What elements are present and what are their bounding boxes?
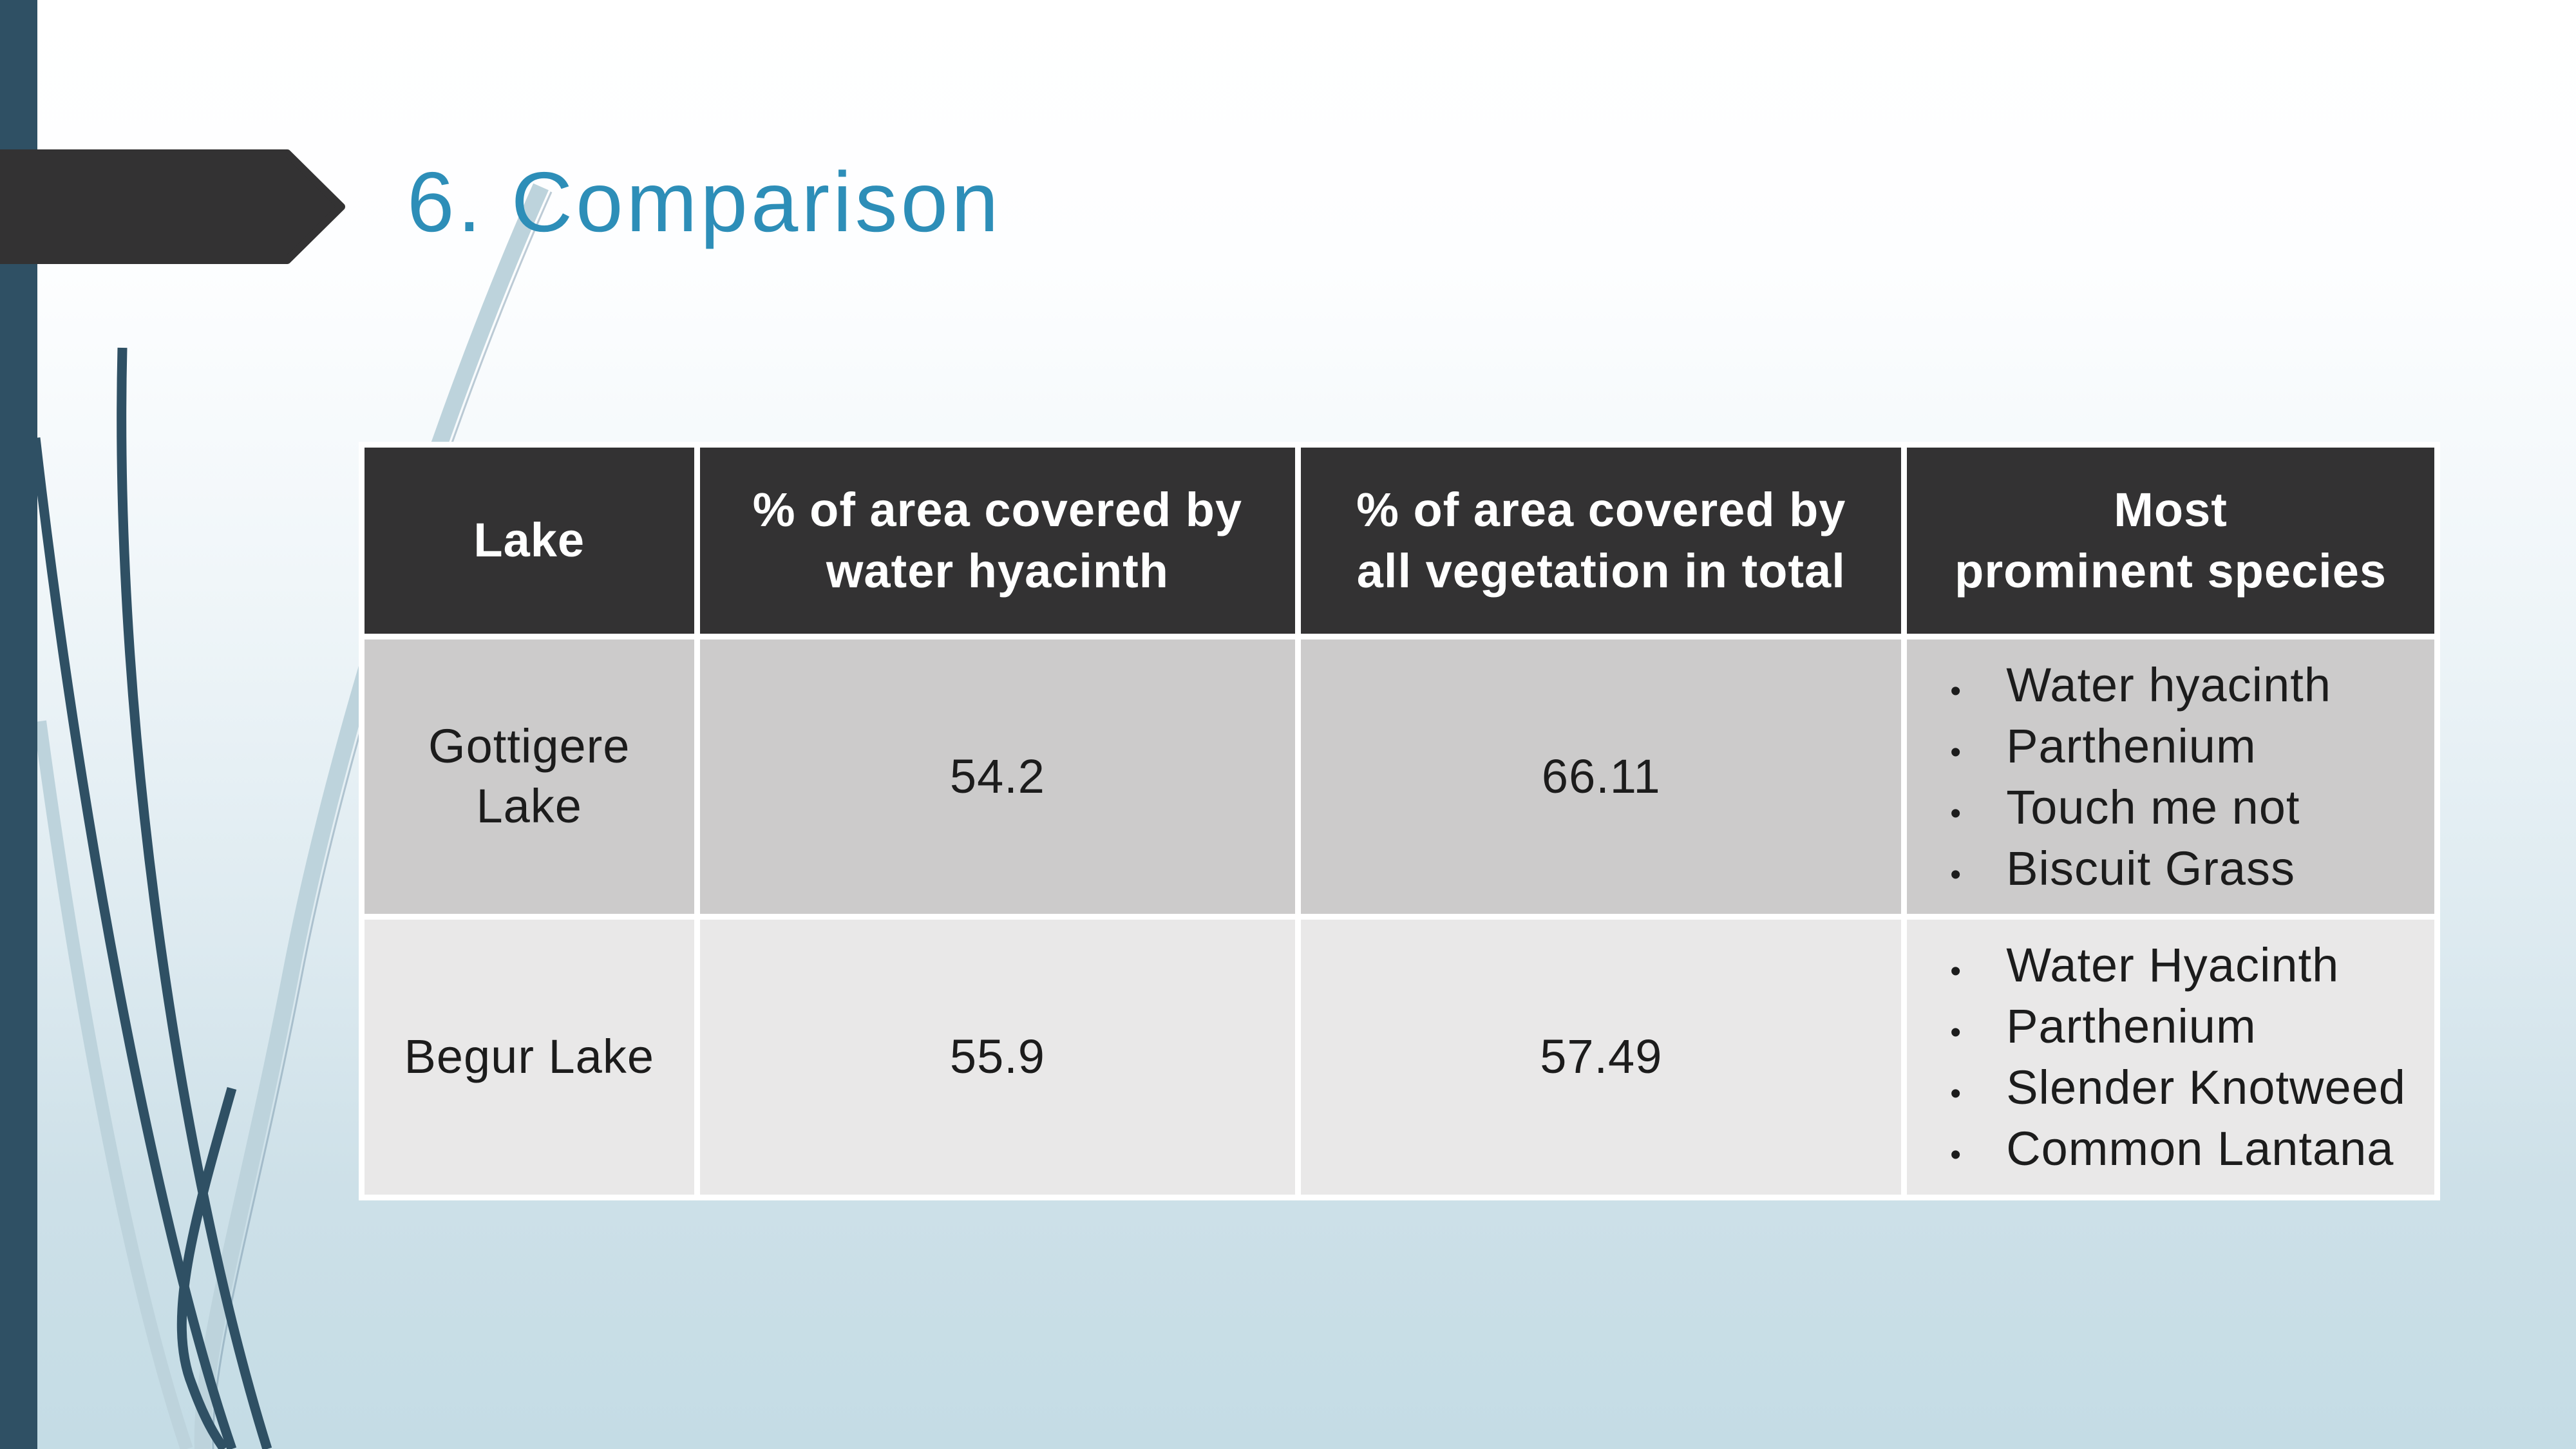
cell-vegetation-pct: 66.11 — [1301, 639, 1902, 914]
list-item: • Water Hyacinth — [1939, 934, 2339, 996]
species-label: Common Lantana — [2006, 1122, 2394, 1176]
species-label: Parthenium — [2006, 719, 2257, 773]
bullet-icon: • — [1950, 857, 1962, 892]
list-item: • Common Lantana — [1939, 1118, 2394, 1179]
species-label: Touch me not — [2006, 780, 2300, 834]
list-item: • Parthenium — [1939, 996, 2256, 1057]
species-label: Water Hyacinth — [2006, 938, 2340, 992]
bullet-icon: • — [1950, 674, 1962, 708]
cell-hyacinth-pct: 54.2 — [699, 639, 1296, 914]
light-curve-2 — [33, 720, 193, 1449]
list-item: • Slender Knotweed — [1939, 1057, 2406, 1118]
page-title: 6. Comparison — [407, 155, 1002, 249]
title-arrow — [0, 146, 361, 268]
species-label: Parthenium — [2006, 999, 2257, 1054]
col-header-hyacinth-pct: % of area covered by water hyacinth — [699, 448, 1296, 634]
col-header-vegetation-pct: % of area covered by all vegetation in t… — [1301, 448, 1902, 634]
dark-curve-1 — [30, 437, 237, 1449]
list-item: • Parthenium — [1939, 715, 2256, 777]
bullet-icon: • — [1950, 735, 1962, 770]
species-label: Water hyacinth — [2006, 658, 2331, 712]
bullet-icon: • — [1950, 954, 1962, 989]
bullet-icon: • — [1950, 1138, 1962, 1173]
col-header-species: Most prominent species — [1907, 448, 2434, 634]
bullet-icon: • — [1950, 1077, 1962, 1112]
list-item: • Touch me not — [1939, 777, 2300, 838]
cell-hyacinth-pct: 55.9 — [699, 919, 1296, 1195]
comparison-table: Lake % of area covered by water hyacinth… — [359, 442, 2440, 1200]
cell-species-list: • Water Hyacinth • Parthenium • Slender … — [1907, 919, 2434, 1195]
species-label: Slender Knotweed — [2006, 1061, 2406, 1115]
species-label: Biscuit Grass — [2006, 841, 2296, 895]
bullet-icon: • — [1950, 1016, 1962, 1050]
dark-curve-3 — [176, 1086, 237, 1449]
cell-lake-name: Gottigere Lake — [365, 639, 694, 914]
dark-curve-2 — [117, 347, 272, 1449]
col-header-lake: Lake — [365, 448, 694, 634]
cell-vegetation-pct: 57.49 — [1301, 919, 1902, 1195]
cell-lake-name: Begur Lake — [365, 919, 694, 1195]
list-item: • Water hyacinth — [1939, 654, 2331, 715]
list-item: • Biscuit Grass — [1939, 838, 2295, 899]
bullet-icon: • — [1950, 796, 1962, 831]
cell-species-list: • Water hyacinth • Parthenium • Touch me… — [1907, 639, 2434, 914]
arrow-shape — [0, 149, 345, 264]
